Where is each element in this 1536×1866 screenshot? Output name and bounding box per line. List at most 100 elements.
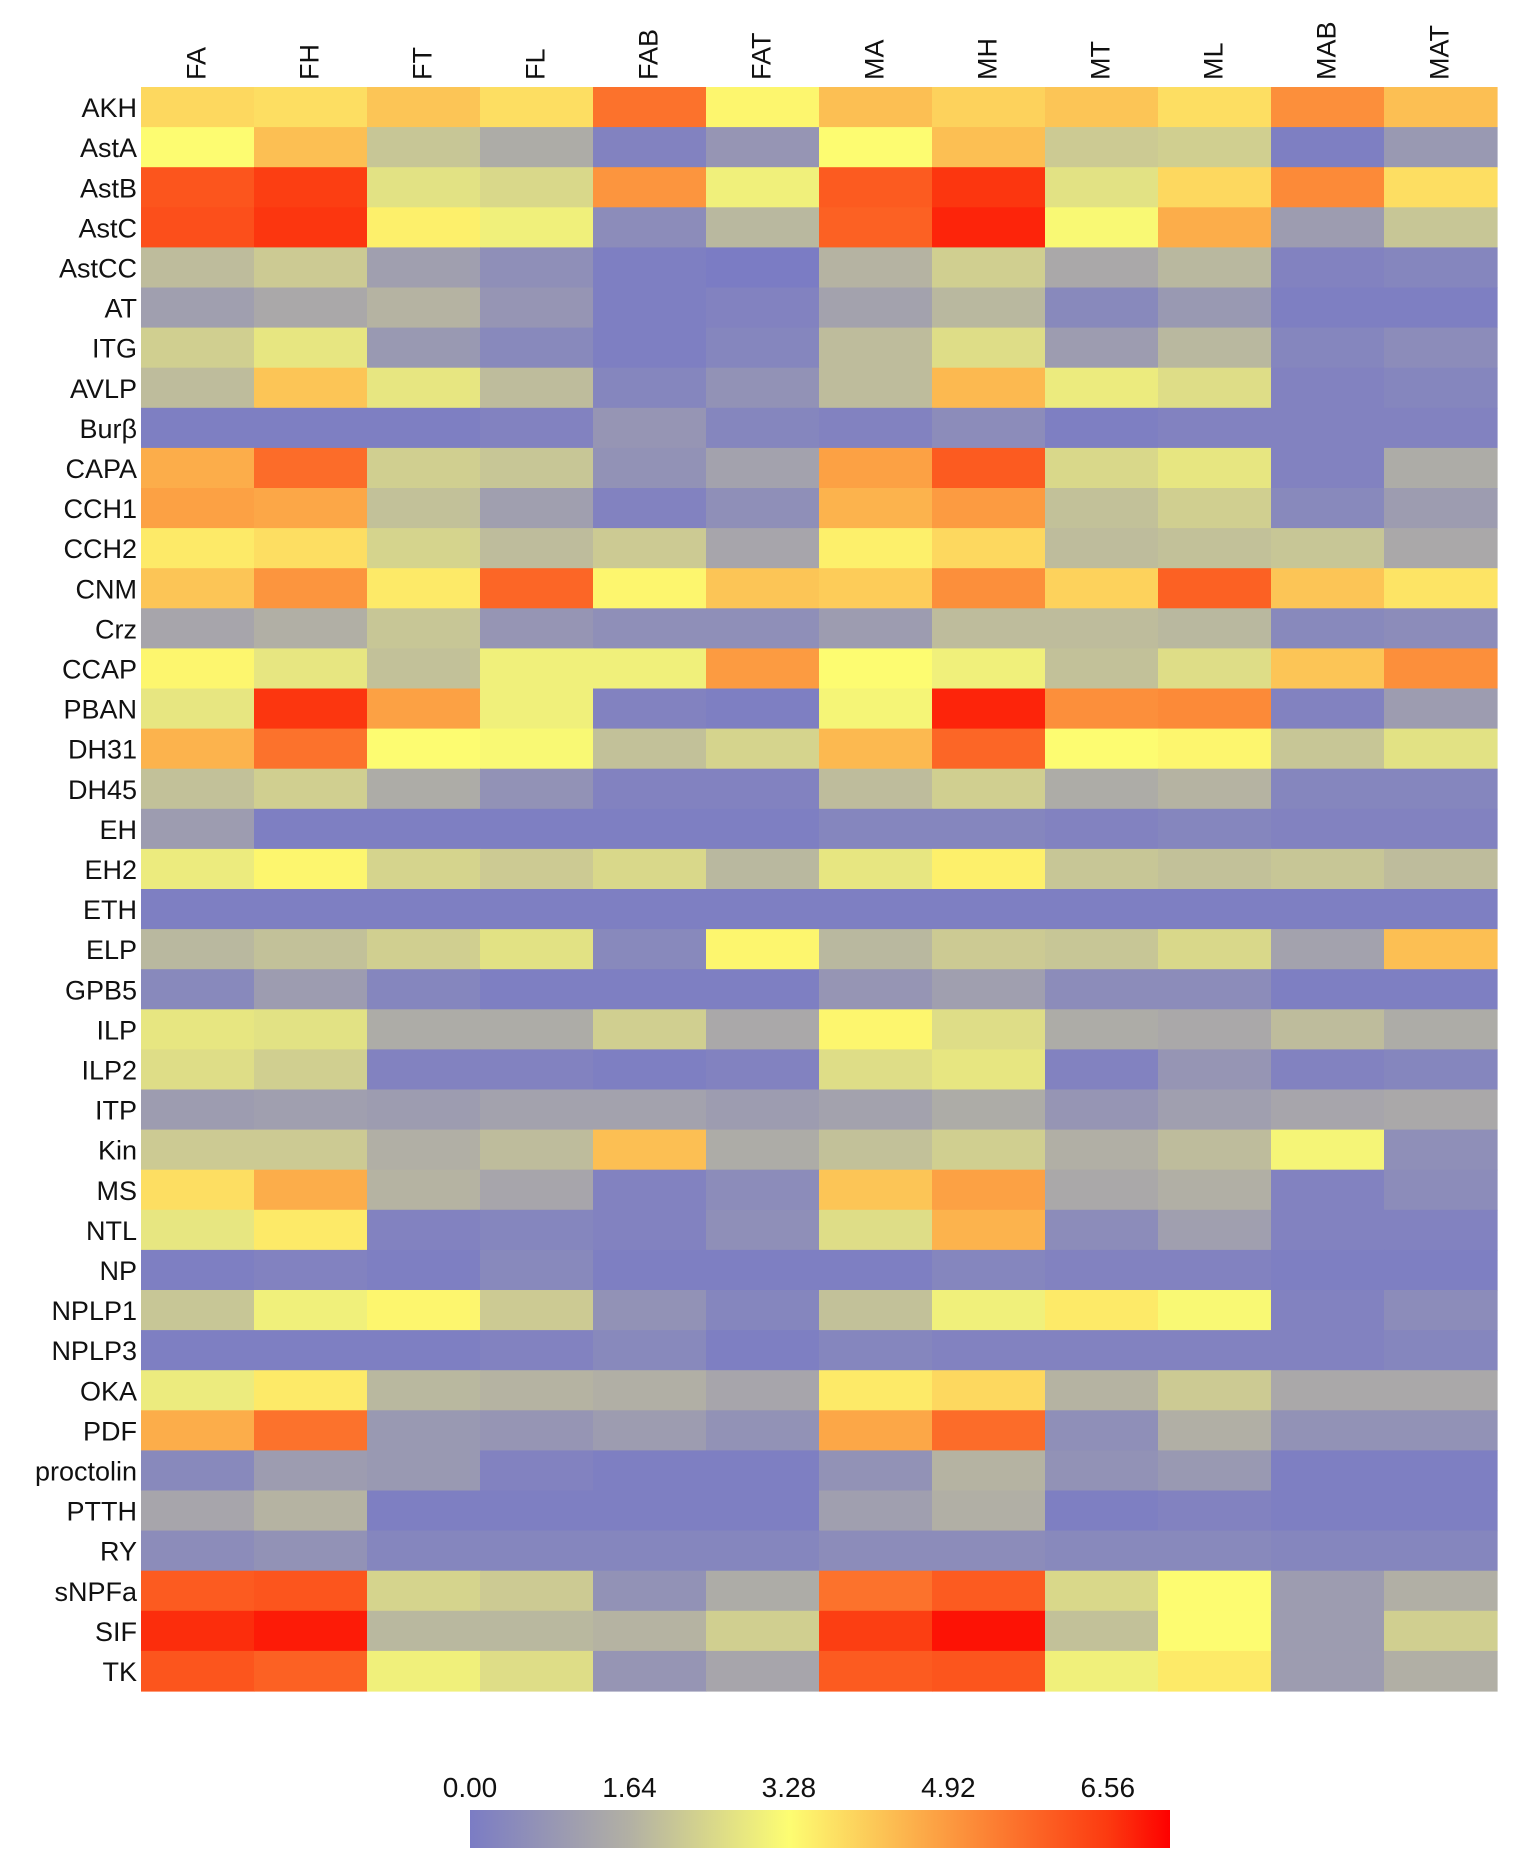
heatmap-cell-ry-ft — [367, 1530, 481, 1572]
heatmap-cell-asta-fat — [706, 127, 820, 168]
heatmap-cell-oka-mat — [1384, 1370, 1498, 1411]
heatmap-cell-astb-mat — [1384, 167, 1498, 208]
colorbar-tick-4-92: 4.92 — [921, 1772, 976, 1803]
row-label-proctolin: proctolin — [35, 1456, 137, 1486]
heatmap-cell-akh-ft — [367, 87, 481, 128]
heatmap-cell-cch2-ml — [1158, 528, 1272, 569]
row-label-eh: EH — [99, 815, 137, 845]
heatmap-cell-cch1-ma — [819, 488, 933, 529]
heatmap-cell-np-fab — [593, 1249, 707, 1291]
heatmap-cell-proctolin-ft — [367, 1450, 481, 1492]
heatmap-cell-snpfa-fh — [254, 1570, 368, 1612]
heatmap-cell-cch1-fh — [254, 488, 368, 529]
heatmap-cell-nplp3-fat — [706, 1330, 820, 1371]
heatmap-cell-crz-mab — [1271, 608, 1385, 649]
heatmap-cell-ntl-fh — [254, 1209, 368, 1251]
row-label-cch1: CCH1 — [63, 494, 137, 524]
heatmap-cell-nplp1-fat — [706, 1290, 820, 1331]
heatmap-cell-nplp1-fh — [254, 1290, 368, 1331]
row-label-itp: ITP — [95, 1096, 137, 1126]
heatmap-cell-ry-fh — [254, 1530, 368, 1572]
heatmap-cell-ms-ml — [1158, 1169, 1272, 1211]
row-label-ilp2: ILP2 — [81, 1055, 137, 1085]
heatmap-cell-np-mt — [1045, 1249, 1159, 1291]
row-label-np: NP — [99, 1256, 137, 1286]
heatmap-cell-elp-fa — [141, 929, 255, 970]
heatmap-cell-snpfa-mh — [932, 1570, 1046, 1612]
heatmap-cell-cnm-mab — [1271, 568, 1385, 609]
heatmap-cell-astcc-fh — [254, 247, 368, 289]
heatmap-cell-ilp-ft — [367, 1009, 481, 1050]
heatmap-cell-dh45-mt — [1045, 768, 1159, 810]
heatmap-cell-itg-fa — [141, 327, 255, 369]
heatmap-cell-ilp2-mat — [1384, 1049, 1498, 1091]
heatmap-cell-astc-mt — [1045, 207, 1159, 248]
colorbar-tick-3-28: 3.28 — [762, 1772, 817, 1803]
heatmap-cell-gpb5-mab — [1271, 969, 1385, 1010]
heatmap-cell-tk-fat — [706, 1650, 820, 1692]
row-label-tk: TK — [102, 1657, 137, 1687]
heatmap-cell-ms-fh — [254, 1169, 368, 1211]
heatmap-cell-snpfa-fab — [593, 1570, 707, 1612]
heatmap-cell-bur-mat — [1384, 407, 1498, 449]
heatmap-cell-dh31-ml — [1158, 728, 1272, 770]
heatmap-cell-ntl-ma — [819, 1209, 933, 1251]
colorbar-tick-1-64: 1.64 — [602, 1772, 657, 1803]
heatmap-cell-bur-mh — [932, 407, 1046, 449]
column-label-mab: MAB — [1312, 21, 1342, 80]
heatmap-cell-cnm-fab — [593, 568, 707, 609]
heatmap-cell-astcc-fab — [593, 247, 707, 289]
heatmap-cell-np-fl — [480, 1249, 594, 1291]
heatmap-cell-kin-fa — [141, 1129, 255, 1171]
heatmap-cell-ilp-mh — [932, 1009, 1046, 1050]
heatmap-cell-kin-mh — [932, 1129, 1046, 1171]
heatmap-cell-oka-ml — [1158, 1370, 1272, 1411]
heatmap-cell-nplp1-ma — [819, 1290, 933, 1331]
heatmap-cell-np-mh — [932, 1249, 1046, 1291]
heatmap-cell-kin-ml — [1158, 1129, 1272, 1171]
column-label-mh: MH — [973, 38, 1003, 80]
column-label-ml: ML — [1199, 42, 1229, 80]
heatmap-cell-dh31-mh — [932, 728, 1046, 770]
heatmap-cell-crz-mh — [932, 608, 1046, 649]
heatmap-cell-proctolin-fab — [593, 1450, 707, 1492]
heatmap-cell-cch1-fl — [480, 488, 594, 529]
row-label-astcc: AstCC — [59, 253, 137, 283]
heatmap-cell-ntl-mt — [1045, 1209, 1159, 1251]
heatmap-cell-nplp3-ft — [367, 1330, 481, 1371]
heatmap-cell-eh-ft — [367, 808, 481, 850]
heatmap-cell-dh31-ft — [367, 728, 481, 770]
row-label-pban: PBAN — [63, 695, 137, 725]
heatmap-cell-pban-mt — [1045, 688, 1159, 730]
heatmap-cell-capa-mat — [1384, 447, 1498, 489]
heatmap-cell-gpb5-mh — [932, 969, 1046, 1010]
heatmap-cell-cnm-mh — [932, 568, 1046, 609]
heatmap-cell-ms-fab — [593, 1169, 707, 1211]
row-label-elp: ELP — [86, 935, 137, 965]
heatmap-cell-eh2-mh — [932, 848, 1046, 890]
colorbar-tick-0-00: 0.00 — [443, 1772, 498, 1803]
heatmap-cell-crz-fab — [593, 608, 707, 649]
heatmap-cell-nplp3-mh — [932, 1330, 1046, 1371]
heatmap-cell-nplp3-mt — [1045, 1330, 1159, 1371]
heatmap-cell-ptth-fab — [593, 1490, 707, 1532]
heatmap-cell-snpfa-fa — [141, 1570, 255, 1612]
heatmap-cell-elp-mab — [1271, 929, 1385, 970]
heatmap-cell-proctolin-mat — [1384, 1450, 1498, 1492]
heatmap-cell-sif-ma — [819, 1610, 933, 1652]
heatmap-cell-cnm-mt — [1045, 568, 1159, 609]
heatmap-cell-avlp-fab — [593, 367, 707, 409]
heatmap-cell-pban-mh — [932, 688, 1046, 730]
heatmap-cell-cch1-mt — [1045, 488, 1159, 529]
heatmap-cell-dh31-ma — [819, 728, 933, 770]
heatmap-cell-eh2-mt — [1045, 848, 1159, 890]
heatmap-cell-itg-fl — [480, 327, 594, 369]
heatmap-cell-cch2-mat — [1384, 528, 1498, 569]
heatmap-cell-tk-ml — [1158, 1650, 1272, 1692]
row-label-itg: ITG — [92, 334, 137, 364]
heatmap-cell-at-mt — [1045, 287, 1159, 329]
heatmap-cell-itp-ft — [367, 1089, 481, 1131]
heatmap-cell-np-ft — [367, 1249, 481, 1291]
heatmap-cell-nplp1-fab — [593, 1290, 707, 1331]
heatmap-cell-dh31-mat — [1384, 728, 1498, 770]
